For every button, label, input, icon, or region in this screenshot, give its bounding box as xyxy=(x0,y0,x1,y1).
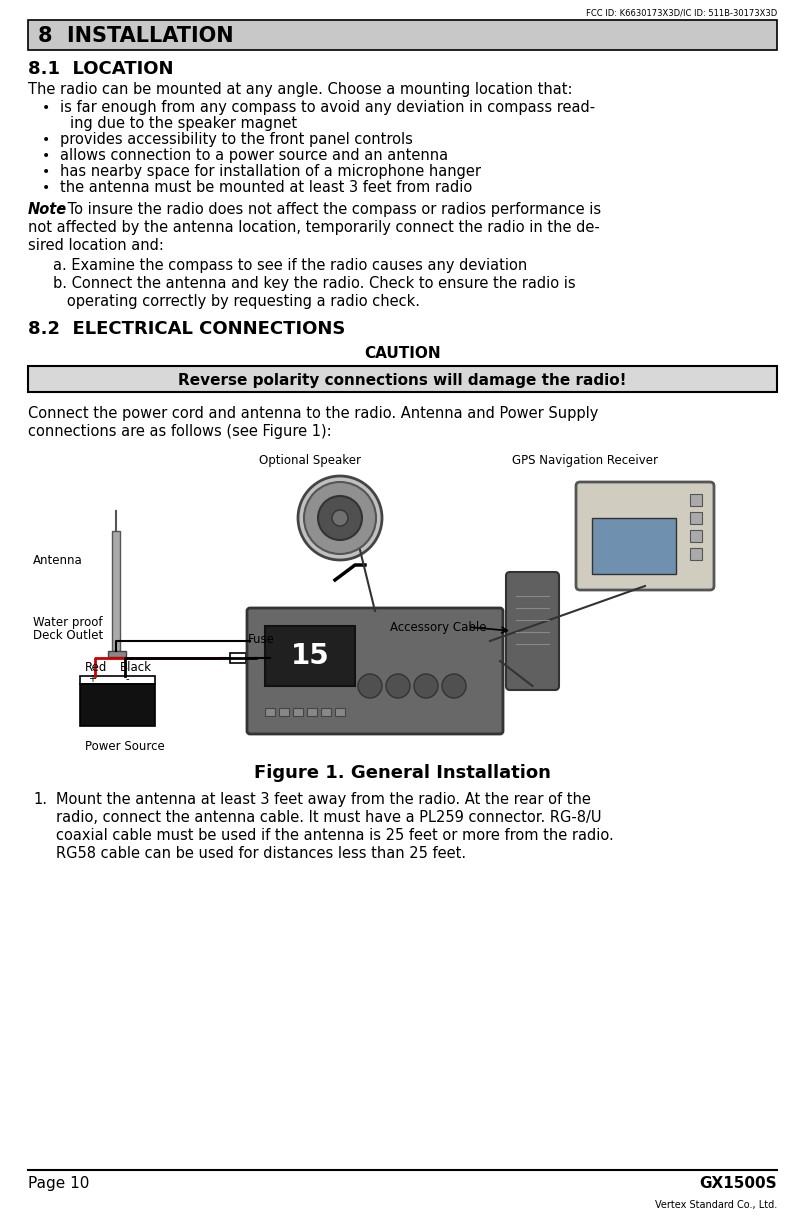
Text: •: • xyxy=(42,149,50,163)
Text: a. Examine the compass to see if the radio causes any deviation: a. Examine the compass to see if the rad… xyxy=(53,258,527,273)
Bar xyxy=(335,708,345,715)
Text: Water proof: Water proof xyxy=(33,616,102,628)
Text: Reverse polarity connections will damage the radio!: Reverse polarity connections will damage… xyxy=(178,372,627,387)
Text: •: • xyxy=(42,181,50,195)
Text: 8.2  ELECTRICAL CONNECTIONS: 8.2 ELECTRICAL CONNECTIONS xyxy=(28,320,345,338)
Text: Page 10: Page 10 xyxy=(28,1176,89,1191)
Text: •: • xyxy=(42,134,50,147)
Text: Deck Outlet: Deck Outlet xyxy=(33,628,103,642)
Circle shape xyxy=(318,496,362,540)
Text: Power Source: Power Source xyxy=(85,740,165,753)
Text: 1.: 1. xyxy=(33,793,47,807)
Text: allows connection to a power source and an antenna: allows connection to a power source and … xyxy=(60,148,448,163)
Text: ing due to the speaker magnet: ing due to the speaker magnet xyxy=(70,116,297,131)
Bar xyxy=(265,626,355,686)
Text: has nearby space for installation of a microphone hanger: has nearby space for installation of a m… xyxy=(60,164,481,179)
Text: The radio can be mounted at any angle. Choose a mounting location that:: The radio can be mounted at any angle. C… xyxy=(28,82,572,97)
Circle shape xyxy=(358,674,382,698)
Bar xyxy=(321,708,331,715)
Text: FCC ID: K6630173X3D/IC ID: 511B-30173X3D: FCC ID: K6630173X3D/IC ID: 511B-30173X3D xyxy=(586,9,777,18)
Text: connections are as follows (see Figure 1):: connections are as follows (see Figure 1… xyxy=(28,424,332,439)
Bar xyxy=(80,676,155,684)
Text: 8.1  LOCATION: 8.1 LOCATION xyxy=(28,60,174,78)
Text: Fuse: Fuse xyxy=(248,633,275,646)
Text: Optional Speaker: Optional Speaker xyxy=(259,454,361,467)
Text: : To insure the radio does not affect the compass or radios performance is: : To insure the radio does not affect th… xyxy=(58,202,601,217)
Text: Note: Note xyxy=(28,202,67,217)
Text: GPS Navigation Receiver: GPS Navigation Receiver xyxy=(512,454,658,467)
Bar xyxy=(690,548,702,560)
Text: is far enough from any compass to avoid any deviation in compass read-: is far enough from any compass to avoid … xyxy=(60,100,595,115)
Text: sired location and:: sired location and: xyxy=(28,238,164,254)
Text: 8  INSTALLATION: 8 INSTALLATION xyxy=(38,26,233,47)
FancyBboxPatch shape xyxy=(506,572,559,690)
Text: operating correctly by requesting a radio check.: operating correctly by requesting a radi… xyxy=(53,294,420,309)
Text: 15: 15 xyxy=(291,642,329,670)
Bar xyxy=(230,653,246,663)
FancyBboxPatch shape xyxy=(247,608,503,734)
Bar xyxy=(279,708,289,715)
Bar xyxy=(265,708,275,715)
Text: b. Connect the antenna and key the radio. Check to ensure the radio is: b. Connect the antenna and key the radio… xyxy=(53,276,576,292)
Circle shape xyxy=(332,510,348,526)
Circle shape xyxy=(298,477,382,560)
Text: the antenna must be mounted at least 3 feet from radio: the antenna must be mounted at least 3 f… xyxy=(60,180,473,195)
Text: Red: Red xyxy=(85,662,107,674)
Text: not affected by the antenna location, temporarily connect the radio in the de-: not affected by the antenna location, te… xyxy=(28,220,600,235)
Circle shape xyxy=(442,674,466,698)
Circle shape xyxy=(304,481,376,554)
Text: Mount the antenna at least 3 feet away from the radio. At the rear of the: Mount the antenna at least 3 feet away f… xyxy=(56,793,591,807)
Text: Black: Black xyxy=(120,662,152,674)
Text: Vertex Standard Co., Ltd.: Vertex Standard Co., Ltd. xyxy=(654,1200,777,1210)
Text: Accessory Cable: Accessory Cable xyxy=(390,621,486,635)
Bar xyxy=(28,20,777,50)
Bar xyxy=(28,366,777,392)
Text: Connect the power cord and antenna to the radio. Antenna and Power Supply: Connect the power cord and antenna to th… xyxy=(28,405,598,421)
Text: •: • xyxy=(42,100,50,115)
Bar xyxy=(108,650,126,657)
Text: Figure 1. General Installation: Figure 1. General Installation xyxy=(254,764,551,782)
Text: provides accessibility to the front panel controls: provides accessibility to the front pane… xyxy=(60,132,413,147)
FancyBboxPatch shape xyxy=(576,481,714,590)
Bar xyxy=(690,494,702,506)
Circle shape xyxy=(386,674,410,698)
Circle shape xyxy=(414,674,438,698)
Text: •: • xyxy=(42,165,50,179)
Bar xyxy=(307,708,317,715)
Bar xyxy=(592,518,676,575)
Text: GX1500S: GX1500S xyxy=(700,1176,777,1191)
Bar xyxy=(690,512,702,524)
Bar xyxy=(293,708,303,715)
Text: Antenna: Antenna xyxy=(33,555,83,567)
Text: radio, connect the antenna cable. It must have a PL259 connector. RG-8/U: radio, connect the antenna cable. It mus… xyxy=(56,810,601,824)
Text: +: + xyxy=(88,674,96,684)
Text: coaxial cable must be used if the antenna is 25 feet or more from the radio.: coaxial cable must be used if the antenn… xyxy=(56,828,613,843)
Bar xyxy=(112,530,120,650)
Bar xyxy=(28,446,777,756)
Bar xyxy=(690,530,702,541)
Bar xyxy=(80,684,155,726)
Text: -: - xyxy=(126,674,129,684)
Text: RG58 cable can be used for distances less than 25 feet.: RG58 cable can be used for distances les… xyxy=(56,846,466,861)
Text: CAUTION: CAUTION xyxy=(364,345,441,361)
